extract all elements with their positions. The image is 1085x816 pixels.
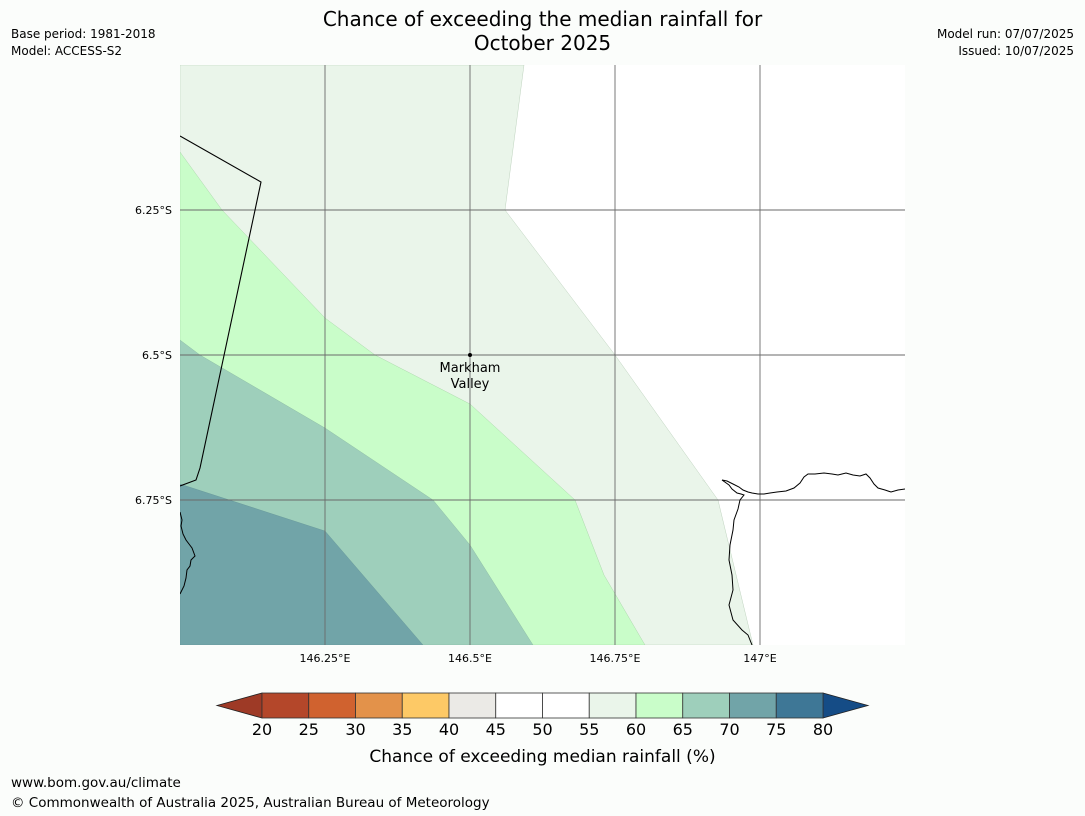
lon-tick-147: 147°E — [743, 652, 776, 665]
model-run-text: Model run: 07/07/2025 — [936, 27, 1074, 41]
colorbar-tick-60: 60 — [626, 720, 646, 739]
colorbar-swatch-50-55 — [542, 692, 590, 719]
meta-left: Base period: 1981-2018 Model: ACCESS-S2 — [11, 26, 156, 60]
colorbar-swatch-75-80 — [775, 692, 824, 719]
colorbar-swatch-70-75 — [729, 692, 777, 719]
colorbar-tick-75: 75 — [766, 720, 786, 739]
colorbar-over-arrow — [822, 692, 870, 719]
colorbar-swatch-30-35 — [355, 692, 403, 719]
meta-right: Model run: 07/07/2025 Issued: 10/07/2025 — [937, 26, 1074, 60]
colorbar-tick-70: 70 — [719, 720, 739, 739]
colorbar-tick-30: 30 — [345, 720, 365, 739]
colorbar-tick-45: 45 — [486, 720, 506, 739]
colorbar-tick-80: 80 — [813, 720, 833, 739]
lon-tick-146-25: 146.25°E — [300, 652, 351, 665]
place-label-line1: Markham — [440, 361, 501, 376]
colorbar-tick-65: 65 — [673, 720, 693, 739]
colorbar-swatch-35-40 — [401, 692, 450, 719]
coastline-east-inlet — [721, 479, 753, 645]
colorbar-tick-50: 50 — [532, 720, 552, 739]
shade-70-75 — [180, 483, 424, 645]
colorbar-swatch-60-65 — [635, 692, 684, 719]
colorbar-swatch-45-50 — [495, 692, 543, 719]
colorbar-under-arrow — [215, 692, 263, 719]
province-boundary — [180, 135, 262, 487]
colorbar-swatch-55-60 — [588, 692, 637, 719]
lat-tick-6-5s: 6.5°S — [142, 349, 172, 362]
colorbar-tick-20: 20 — [252, 720, 272, 739]
colorbar-label: Chance of exceeding median rainfall (%) — [369, 747, 715, 767]
lon-tick-146-75: 146.75°E — [590, 652, 641, 665]
title-line-2: October 2025 — [473, 31, 612, 55]
lon-tick-146-5: 146.5°E — [448, 652, 492, 665]
colorbar-tick-35: 35 — [392, 720, 412, 739]
coastline-west — [180, 511, 196, 595]
colorbar-swatch-25-30 — [308, 692, 356, 719]
map-title: Chance of exceeding the median rainfall … — [0, 7, 1085, 55]
footer-copyright: © Commonwealth of Australia 2025, Austra… — [11, 795, 490, 811]
place-marker — [468, 353, 472, 357]
lat-tick-6-25s: 6.25°S — [135, 204, 172, 217]
colorbar-tick-25: 25 — [299, 720, 319, 739]
lat-tick-6-75s: 6.75°S — [135, 494, 172, 507]
colorbar-tick-40: 40 — [439, 720, 459, 739]
base-period-text: Base period: 1981-2018 — [11, 27, 156, 41]
colorbar-tick-55: 55 — [579, 720, 599, 739]
footer-url[interactable]: www.bom.gov.au/climate — [11, 775, 181, 791]
colorbar-swatch-20-25 — [261, 692, 310, 719]
colorbar-swatch-40-45 — [448, 692, 497, 719]
model-text: Model: ACCESS-S2 — [11, 44, 123, 58]
colorbar-swatch-65-70 — [682, 692, 730, 719]
colorbar: 20 25 30 35 40 45 50 55 60 65 70 75 80 — [215, 692, 870, 739]
coastline-east — [721, 472, 905, 495]
rainfall-shading — [180, 65, 905, 645]
issued-text: Issued: 10/07/2025 — [958, 44, 1074, 58]
place-label-line2: Valley — [451, 377, 490, 392]
title-line-1: Chance of exceeding the median rainfall … — [322, 7, 763, 31]
